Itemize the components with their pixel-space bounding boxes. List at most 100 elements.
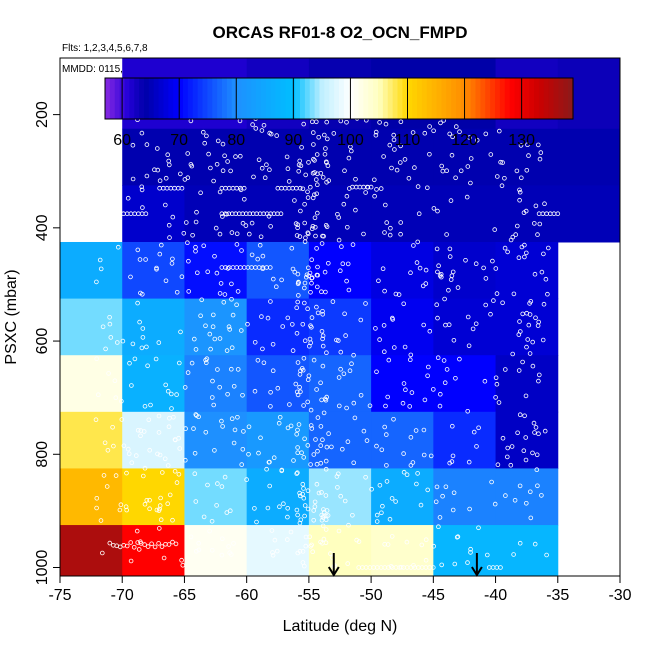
observation-point xyxy=(115,340,120,345)
heatmap-cell xyxy=(433,298,497,356)
observation-point xyxy=(217,384,223,390)
observation-point xyxy=(219,418,224,424)
observation-point xyxy=(165,152,171,158)
observation-point xyxy=(410,460,416,465)
observation-point xyxy=(220,141,226,147)
colorbar-border xyxy=(104,77,574,120)
observation-point xyxy=(220,536,225,542)
observation-point xyxy=(344,225,350,230)
observation-point xyxy=(202,140,208,146)
observation-point xyxy=(272,537,278,543)
observation-point xyxy=(191,426,196,431)
observation-point xyxy=(196,414,201,420)
observation-point xyxy=(220,424,225,429)
observation-point xyxy=(388,225,393,231)
observation-point xyxy=(289,322,295,327)
observation-point xyxy=(297,158,303,164)
colorbar-swatch xyxy=(558,78,564,119)
observation-point xyxy=(225,266,231,271)
observation-point xyxy=(383,121,389,127)
observation-point xyxy=(232,427,238,433)
observation-point xyxy=(302,503,308,508)
observation-point xyxy=(408,434,414,440)
observation-point xyxy=(309,315,315,320)
observation-point xyxy=(152,544,158,550)
observation-point xyxy=(308,423,314,428)
observation-point xyxy=(305,306,310,312)
heatmap-cell xyxy=(246,411,310,469)
observation-point xyxy=(482,378,488,384)
observation-point xyxy=(167,235,172,240)
heatmap-cell xyxy=(371,411,434,469)
observation-point xyxy=(532,271,538,277)
observation-point xyxy=(208,165,213,171)
observation-point xyxy=(203,323,208,329)
observation-point xyxy=(266,459,272,465)
observation-point xyxy=(193,347,199,352)
observation-point xyxy=(450,134,455,140)
observation-point xyxy=(398,564,404,570)
heatmap-cell xyxy=(308,468,372,526)
colorbar-swatch xyxy=(158,78,165,119)
observation-point xyxy=(215,367,220,372)
observation-point xyxy=(130,142,136,148)
observation-point xyxy=(387,142,393,148)
observation-point xyxy=(382,288,387,294)
observation-point xyxy=(467,506,472,512)
observation-point xyxy=(274,133,280,138)
observation-point xyxy=(323,458,329,464)
observation-point xyxy=(336,528,342,534)
observation-point xyxy=(198,313,203,319)
colorbar-swatch xyxy=(363,78,369,119)
heatmap-cell xyxy=(184,128,248,186)
colorbar-swatch xyxy=(392,78,399,119)
observation-point xyxy=(383,432,389,437)
colorbar-swatch xyxy=(329,78,335,119)
heatmap-cell xyxy=(371,241,434,300)
observation-point xyxy=(186,289,192,294)
observation-point xyxy=(277,504,282,510)
observation-point xyxy=(465,560,470,565)
observation-point xyxy=(300,549,306,554)
colorbar-swatch xyxy=(163,78,169,119)
observation-point xyxy=(155,167,161,173)
colorbar-swatch xyxy=(436,78,442,119)
observation-point xyxy=(231,541,236,546)
observation-point xyxy=(235,289,241,294)
observation-point xyxy=(318,380,323,386)
observation-point xyxy=(309,426,315,431)
observation-point xyxy=(361,231,366,237)
colorbar-swatch xyxy=(499,78,506,119)
observation-point xyxy=(348,148,354,154)
heatmap-cell xyxy=(60,298,123,356)
observation-point xyxy=(254,519,259,525)
observation-point xyxy=(545,245,551,251)
observation-point xyxy=(381,349,387,355)
observation-point xyxy=(509,444,515,449)
observation-point xyxy=(488,152,494,157)
x-tick-label: -50 xyxy=(360,587,383,604)
observation-point xyxy=(135,427,141,433)
observation-point xyxy=(435,208,440,214)
observation-point xyxy=(190,233,195,238)
observation-point xyxy=(514,223,520,229)
heatmap-cell xyxy=(371,468,434,526)
observation-point xyxy=(234,242,240,247)
observation-point xyxy=(473,261,479,267)
heatmap-cell xyxy=(495,298,559,356)
colorbar-swatch xyxy=(504,78,511,119)
observation-point xyxy=(222,292,228,297)
colorbar-swatch xyxy=(236,78,243,119)
observation-point xyxy=(174,392,179,397)
observation-point xyxy=(342,311,347,317)
heatmap-cell xyxy=(184,468,248,526)
observation-point xyxy=(523,208,529,214)
observation-point xyxy=(314,210,320,216)
heatmap-cell xyxy=(60,411,123,469)
observation-point xyxy=(239,248,244,253)
observation-point xyxy=(407,357,413,363)
observation-point xyxy=(449,423,455,429)
colorbar-swatch xyxy=(246,78,252,119)
observation-point xyxy=(323,540,329,545)
observation-point xyxy=(312,504,318,509)
